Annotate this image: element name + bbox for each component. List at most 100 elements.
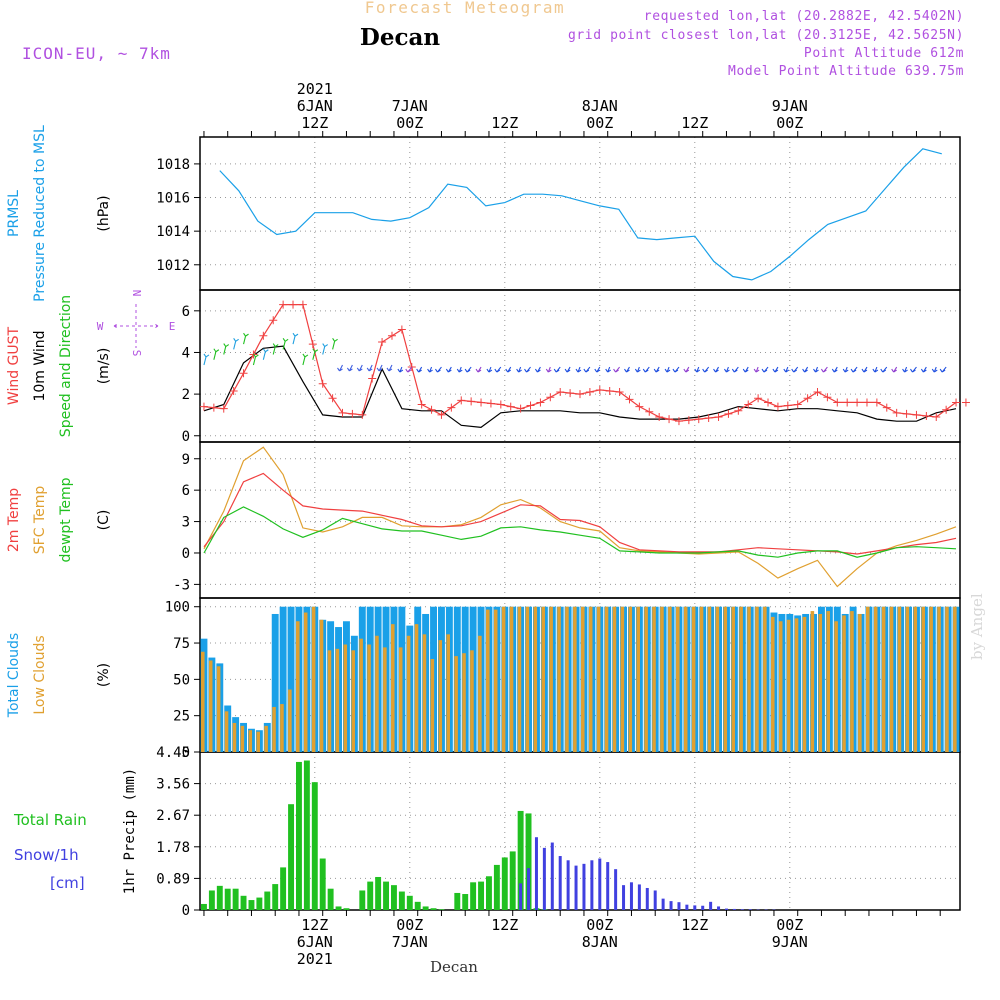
gust-marker — [566, 389, 575, 398]
low-clouds-bar — [414, 624, 419, 752]
gust-marker — [803, 394, 812, 403]
wind-direction-arrow — [475, 366, 482, 373]
low-clouds-bar — [240, 725, 245, 752]
gust-marker — [684, 416, 693, 425]
wind-direction-arrow — [772, 366, 779, 373]
snow-bar — [653, 890, 657, 910]
gust-marker — [724, 409, 733, 418]
rain-bar — [327, 888, 334, 910]
gust-marker — [813, 388, 822, 397]
low-clouds-bar — [660, 606, 664, 752]
low-clouds-bar — [375, 635, 379, 752]
low-clouds-bar — [905, 606, 910, 752]
side-label: (%) — [96, 663, 112, 687]
snow-legend: Snow/1h — [14, 846, 79, 864]
snow-bar — [740, 909, 744, 910]
low-clouds-bar — [525, 606, 530, 752]
wind-direction-arrow — [346, 364, 353, 372]
wind-direction-arrow — [753, 366, 760, 373]
wind-direction-arrow — [252, 353, 259, 366]
wind-direction-arrow — [505, 366, 512, 373]
gust-marker — [595, 385, 604, 394]
gust-marker — [298, 300, 307, 309]
gust-marker — [625, 395, 634, 404]
precip-axis-label: 1hr Precip (mm) — [122, 768, 138, 894]
low-clouds-bar — [232, 722, 237, 752]
low-clouds-bar — [398, 647, 403, 752]
side-label: 2m Temp — [6, 488, 22, 552]
low-clouds-bar — [747, 606, 751, 752]
wind-direction-arrow — [713, 366, 720, 373]
snow-bar — [685, 904, 689, 910]
rain-bar — [391, 885, 397, 910]
wind-direction-arrow — [891, 366, 898, 373]
snow-bar — [582, 863, 586, 910]
y-tick-label: 0 — [182, 429, 190, 445]
time-axis-label-top: 12Z — [681, 114, 708, 132]
wind-direction-arrow — [861, 366, 868, 373]
low-clouds-bar — [683, 606, 688, 752]
gust-marker — [338, 408, 347, 417]
gust-marker — [892, 408, 901, 417]
low-clouds-bar — [501, 606, 506, 752]
time-axis-label-bottom: 6JAN — [297, 933, 333, 951]
gust-marker — [714, 413, 723, 422]
snow-bar — [717, 906, 721, 910]
time-axis-label-top: 12Z — [301, 114, 328, 132]
wind-direction-arrow — [802, 366, 809, 373]
side-label: (C) — [96, 510, 112, 531]
wind-direction-arrow — [931, 366, 938, 373]
time-axis-label-top: 00Z — [396, 114, 423, 132]
time-axis-label-top: 6JAN — [297, 97, 333, 115]
rain-legend: Total Rain — [13, 811, 87, 829]
gust-marker — [447, 403, 456, 412]
y-tick-label: 25 — [173, 709, 190, 725]
gust-marker — [635, 402, 644, 411]
wind-direction-arrow — [203, 353, 210, 366]
snow-bar — [566, 860, 570, 910]
low-clouds-bar — [224, 711, 229, 752]
low-clouds-bar — [422, 634, 427, 752]
gust-marker — [269, 316, 278, 325]
gust-marker — [694, 415, 703, 424]
wind-direction-arrow — [292, 332, 299, 345]
panel-frame — [199, 289, 961, 443]
wind-direction-arrow — [850, 366, 858, 373]
low-clouds-bar — [913, 606, 918, 752]
y-tick-label: 1.78 — [156, 840, 190, 856]
gust-marker — [823, 393, 832, 402]
low-clouds-bar — [604, 606, 609, 752]
snow-bar — [629, 882, 633, 910]
y-tick-label: 2.67 — [156, 808, 190, 824]
low-clouds-bar — [771, 616, 775, 752]
low-clouds-bar — [715, 606, 720, 752]
time-axis-label-bottom: 00Z — [586, 916, 613, 934]
time-axis-label-bottom: 12Z — [681, 916, 708, 934]
model-altitude: Model Point Altitude 639.75m — [728, 64, 964, 79]
gust-marker — [536, 398, 545, 407]
time-axis-label-top: 00Z — [776, 114, 803, 132]
low-clouds-bar — [699, 606, 704, 752]
low-clouds-bar — [644, 606, 648, 752]
low-clouds-bar — [272, 706, 276, 752]
gust-marker — [615, 388, 624, 397]
gust-marker — [912, 410, 921, 419]
gust-marker — [516, 404, 525, 413]
gust-marker — [882, 403, 891, 412]
rain-bar — [422, 906, 429, 910]
wind-direction-arrow — [594, 366, 601, 373]
low-clouds-bar — [343, 644, 348, 752]
total-clouds-bar — [287, 606, 295, 752]
low-clouds-bar — [778, 621, 783, 752]
panel-frame — [199, 751, 961, 911]
rain-bar — [462, 894, 469, 910]
low-clouds-bar — [430, 659, 435, 752]
rain-bar — [398, 891, 405, 910]
y-tick-label: 0.89 — [156, 871, 190, 887]
rain-bar — [311, 782, 318, 910]
gust-marker — [209, 403, 218, 412]
wind-direction-arrow — [534, 366, 541, 373]
wind-direction-arrow — [791, 366, 799, 373]
low-clouds-bar — [438, 640, 443, 752]
time-axis-label-bottom: 7JAN — [392, 933, 428, 951]
